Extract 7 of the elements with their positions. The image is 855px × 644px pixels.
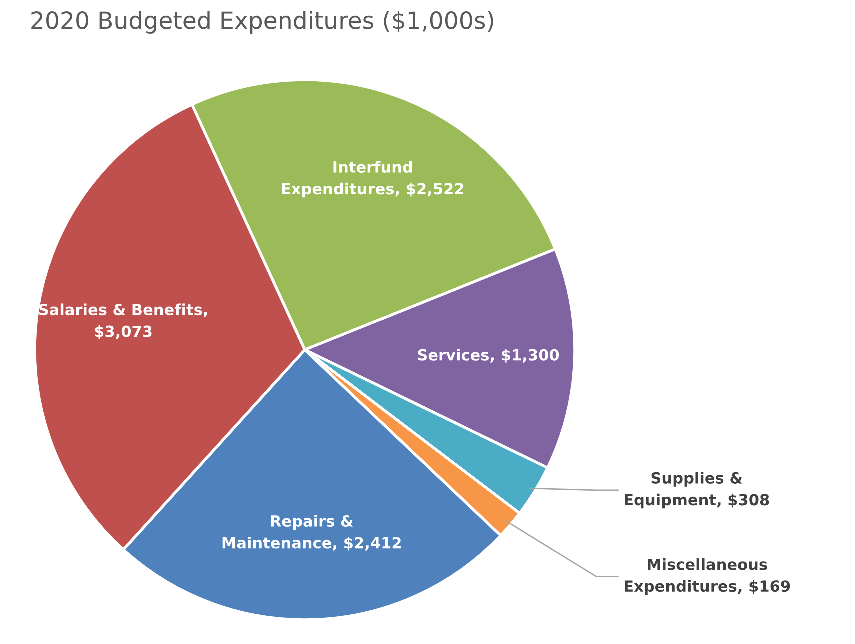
- slice-label: Services, $1,300: [418, 349, 560, 363]
- chart-title: 2020 Budgeted Expenditures ($1,000s): [32, 11, 494, 34]
- slice-label: Repairs & Maintenance, $2,412: [222, 515, 401, 551]
- slice-label: Salaries & Benefits, $3,073: [39, 304, 208, 340]
- slice-label: Supplies & Equipment, $308: [625, 472, 770, 509]
- slice-label: Miscellaneous Expenditures, $169: [625, 558, 790, 596]
- slice-label: Interfund Expenditures, $2,522: [282, 161, 464, 198]
